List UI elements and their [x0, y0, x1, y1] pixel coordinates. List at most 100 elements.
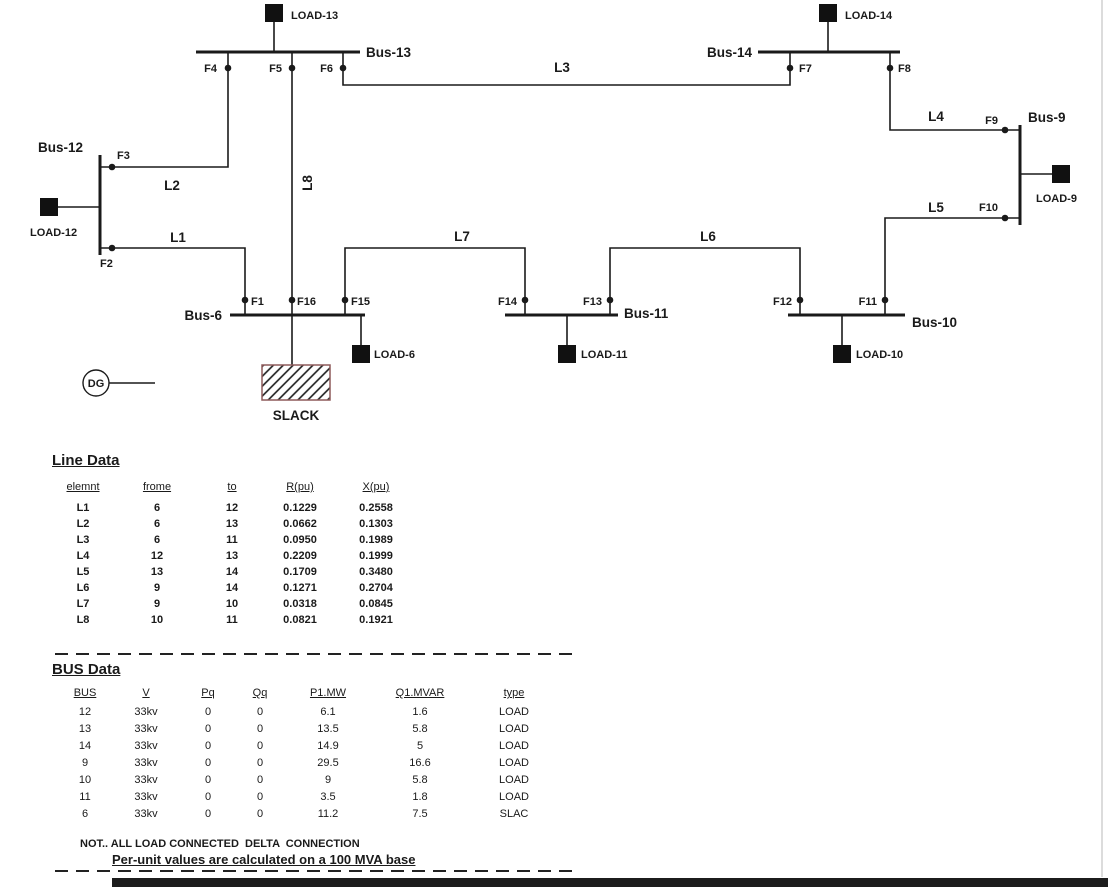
- load-12-label: LOAD-12: [30, 227, 77, 239]
- column-header: X(pu): [362, 481, 390, 493]
- per-unit-note: Per-unit values are calculated on a 100 …: [112, 852, 416, 867]
- table-cell: 0.1709: [283, 566, 317, 578]
- table-cell: 0.1989: [359, 534, 393, 546]
- table-cell: 0: [204, 705, 212, 718]
- table-cell: 0: [256, 739, 264, 752]
- table-cell: 1.8: [412, 790, 428, 803]
- table-cell: 7.5: [412, 807, 428, 820]
- bus-data-header-row: BUS V Pq Qq P1.MW Q1.MVAR type: [60, 687, 558, 703]
- table-cell: 33kv: [134, 705, 158, 718]
- table-cell: 6: [153, 518, 161, 530]
- table-cell: 33kv: [134, 773, 158, 786]
- table-cell: 0.2209: [283, 550, 317, 562]
- table-cell: 12: [225, 502, 239, 514]
- table-row: 11 33kv 0 0 3.5 1.8 LOAD: [60, 788, 558, 805]
- table-cell: 6: [153, 502, 161, 514]
- line-l4-run: [889, 52, 1020, 131]
- table-cell: 11: [79, 790, 91, 803]
- fault-f2-dot: [108, 244, 116, 252]
- line-l6-label: L6: [700, 229, 716, 244]
- table-cell: 3.5: [320, 790, 336, 803]
- table-cell: LOAD: [499, 790, 529, 803]
- fault-f12-label: F12: [773, 296, 792, 308]
- fault-f8-label: F8: [898, 63, 911, 75]
- table-cell: 16.6: [409, 756, 431, 769]
- fault-f14-dot: [521, 296, 529, 304]
- line-labels: L1 L2 L3 L4 L5 L6 L7 L8: [164, 60, 944, 245]
- line-l2-run: [100, 52, 229, 168]
- fault-f6-dot: [339, 64, 347, 72]
- table-cell: LOAD: [499, 773, 529, 786]
- table-row: 14 33kv 0 0 14.9 5 LOAD: [60, 737, 558, 754]
- table-cell: 14: [78, 739, 92, 752]
- load-11-symbol: [558, 345, 576, 363]
- table-cell: 10: [150, 614, 164, 626]
- table-row: L5 13 14 0.1709 0.3480: [55, 564, 413, 580]
- fault-f7-label: F7: [799, 63, 812, 75]
- table-cell: 0: [204, 773, 212, 786]
- table-cell: 0: [256, 756, 264, 769]
- fault-f7-dot: [786, 64, 794, 72]
- line-data-header-row: elemnt frome to R(pu) X(pu): [55, 481, 413, 500]
- fault-f14-label: F14: [498, 296, 518, 308]
- table-cell: 6: [81, 807, 89, 820]
- table-cell: 0.1303: [359, 518, 393, 530]
- fault-f9-label: F9: [985, 115, 998, 127]
- table-cell: 12: [78, 705, 92, 718]
- bus-bars: [98, 50, 1022, 317]
- fault-f16-dot: [288, 296, 296, 304]
- table-cell: 10: [78, 773, 92, 786]
- load-14-symbol: [819, 4, 837, 22]
- column-header: R(pu): [286, 481, 314, 493]
- dashed-separator: [55, 653, 575, 655]
- table-cell: L4: [76, 550, 90, 562]
- table-cell: 0: [204, 739, 212, 752]
- fault-f1-label: F1: [251, 296, 264, 308]
- table-row: L8 10 11 0.0821 0.1921: [55, 612, 413, 628]
- table-row: L1 6 12 0.1229 0.2558: [55, 500, 413, 516]
- table-cell: 5: [416, 739, 424, 752]
- load-9-label: LOAD-9: [1036, 193, 1077, 205]
- table-cell: 0.3480: [359, 566, 393, 578]
- table-cell: LOAD: [499, 705, 529, 718]
- line-l1-label: L1: [170, 230, 186, 245]
- table-cell: 0.2558: [359, 502, 393, 514]
- connection-note: NOT.. ALL LOAD CONNECTED DELTA CONNECTIO…: [80, 838, 360, 850]
- line-l5-label: L5: [928, 200, 944, 215]
- table-cell: L1: [76, 502, 90, 514]
- line-data-title: Line Data: [52, 452, 120, 469]
- fault-f11-label: F11: [859, 296, 877, 308]
- transmission-lines: [100, 52, 1020, 365]
- line-l6-run: [609, 247, 801, 315]
- load-10-symbol: [833, 345, 851, 363]
- fault-f2-label: F2: [100, 258, 113, 270]
- fault-f10-label: F10: [979, 202, 998, 214]
- fault-f4-label: F4: [204, 63, 218, 75]
- table-cell: 5.8: [412, 773, 428, 786]
- table-cell: 33kv: [134, 756, 158, 769]
- line-l5-run: [884, 217, 1020, 315]
- table-cell: 11.2: [317, 807, 339, 820]
- column-header: P1.MW: [309, 687, 347, 699]
- table-cell: 0: [256, 722, 264, 735]
- fault-f6-label: F6: [320, 63, 333, 75]
- table-cell: 0: [204, 756, 212, 769]
- load-14-label: LOAD-14: [845, 10, 893, 22]
- bus-data-title: BUS Data: [52, 661, 121, 678]
- table-cell: LOAD: [499, 739, 529, 752]
- fault-f8-dot: [886, 64, 894, 72]
- table-cell: 13.5: [317, 722, 339, 735]
- table-cell: 33kv: [134, 807, 158, 820]
- load-13-symbol: [265, 4, 283, 22]
- table-cell: 33kv: [134, 739, 158, 752]
- fault-f16-label: F16: [297, 296, 316, 308]
- load-11-label: LOAD-11: [581, 349, 627, 361]
- line-l4-label: L4: [928, 109, 944, 124]
- table-row: L4 12 13 0.2209 0.1999: [55, 548, 413, 564]
- table-cell: 0.1271: [283, 582, 317, 594]
- table-cell: L8: [76, 614, 90, 626]
- line-l8-label: L8: [300, 175, 315, 191]
- table-cell: LOAD: [499, 756, 529, 769]
- table-cell: 9: [81, 756, 89, 769]
